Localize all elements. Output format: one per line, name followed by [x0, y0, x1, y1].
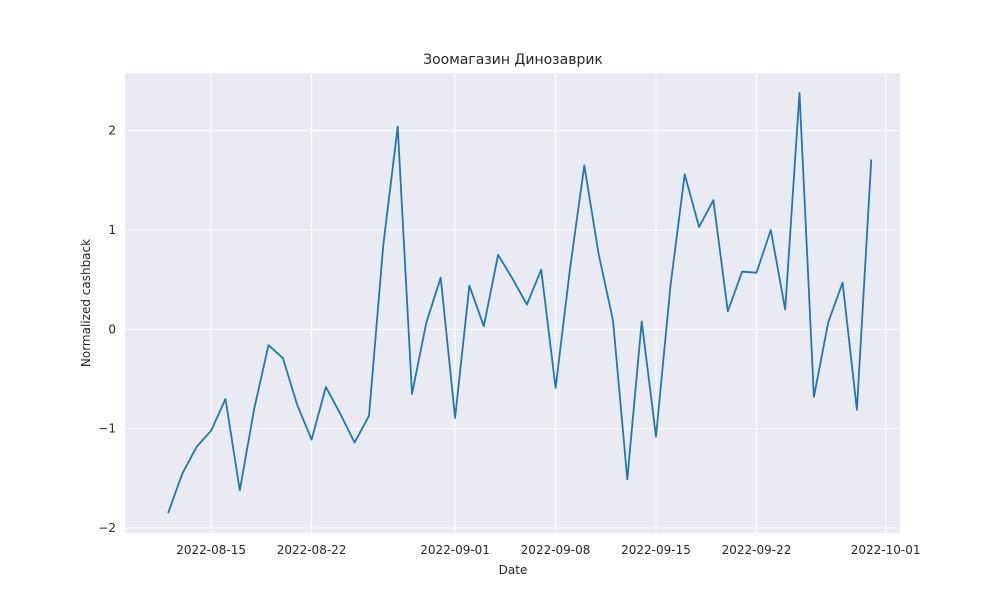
data-point: [526, 303, 528, 305]
y-tick-label: −2: [98, 521, 116, 535]
data-point: [196, 446, 198, 448]
data-point: [397, 126, 399, 128]
data-point: [382, 244, 384, 246]
x-tick-label: 2022-09-22: [722, 543, 792, 557]
data-point: [755, 272, 757, 274]
data-point: [167, 512, 169, 514]
data-point: [181, 472, 183, 474]
data-point: [870, 158, 872, 160]
data-point: [827, 321, 829, 323]
data-point: [224, 398, 226, 400]
data-point: [311, 439, 313, 441]
x-tick-label: 2022-08-22: [277, 543, 347, 557]
y-tick-label: 1: [108, 223, 116, 237]
x-tick-label: 2022-09-15: [621, 543, 691, 557]
data-point: [425, 321, 427, 323]
data-point: [641, 320, 643, 322]
y-tick-label: −1: [98, 422, 116, 436]
data-point: [540, 269, 542, 271]
data-point: [655, 436, 657, 438]
y-axis-label: Normalized cashback: [79, 239, 93, 367]
data-point: [598, 253, 600, 255]
data-point: [698, 226, 700, 228]
y-tick-label: 0: [108, 322, 116, 336]
data-point: [770, 229, 772, 231]
data-point: [583, 164, 585, 166]
data-point: [354, 442, 356, 444]
data-point: [339, 413, 341, 415]
data-point: [856, 409, 858, 411]
x-axis-label: Date: [499, 563, 528, 577]
y-tick-label: 2: [108, 124, 116, 138]
data-point: [555, 387, 557, 389]
series-layer: [167, 92, 873, 514]
data-point: [669, 286, 671, 288]
data-point: [440, 277, 442, 279]
data-point: [468, 285, 470, 287]
x-tick-label: 2022-09-08: [521, 543, 591, 557]
tick-labels: 2022-08-15 2022-08-22 2022-09-01 2022-09-08…: [98, 124, 920, 557]
data-point: [282, 357, 284, 359]
x-tick-label: 2022-08-15: [176, 543, 246, 557]
data-point: [842, 282, 844, 284]
data-point: [268, 344, 270, 346]
data-point: [712, 199, 714, 201]
data-point: [784, 308, 786, 310]
data-point: [741, 271, 743, 273]
data-point: [239, 489, 241, 491]
x-tick-label: 2022-10-01: [851, 543, 921, 557]
data-point: [368, 415, 370, 417]
data-point: [813, 396, 815, 398]
data-point: [483, 325, 485, 327]
x-tick-label: 2022-09-01: [420, 543, 490, 557]
data-point: [684, 173, 686, 175]
data-point: [626, 478, 628, 480]
data-point: [569, 269, 571, 271]
data-point: [296, 404, 298, 406]
data-point: [727, 310, 729, 312]
data-point: [253, 408, 255, 410]
data-point: [454, 417, 456, 419]
data-point: [210, 430, 212, 432]
plot-area: [125, 73, 900, 533]
data-point: [497, 254, 499, 256]
chart-title: Зоомагазин Динозаврик: [423, 52, 603, 68]
data-point: [612, 319, 614, 321]
data-point: [512, 278, 514, 280]
series-line: [167, 92, 873, 514]
data-point: [411, 393, 413, 395]
data-point: [325, 386, 327, 388]
data-point: [799, 92, 801, 94]
